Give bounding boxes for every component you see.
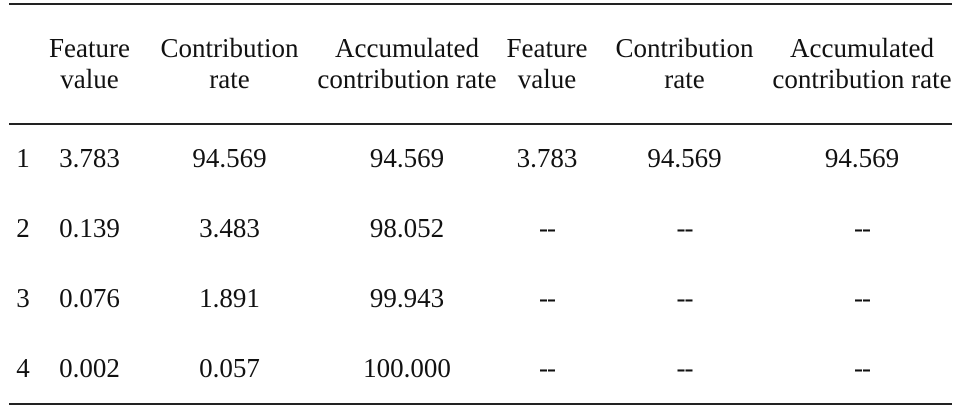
table-bottom-rule	[9, 403, 952, 405]
table-header-rule	[9, 123, 952, 125]
cell-accumulated-rate: 94.569	[369, 142, 445, 173]
cell-contribution-rate-2: 94.569	[647, 142, 722, 173]
table-top-rule	[9, 3, 952, 5]
header-accumulated-contribution-rate: Accumulated contribution rate	[317, 33, 497, 94]
header-accumulated-contribution-rate-2: Accumulated contribution rate	[772, 33, 952, 94]
cell-accumulated-rate: 100.000	[363, 352, 451, 383]
row-index: 2	[16, 212, 30, 243]
cell-accumulated-rate-2: --	[854, 282, 871, 313]
eigenvalue-table: Feature value Contribution rate Accumula…	[9, 5, 952, 403]
table-row: 3 0.076 1.891 99.943 -- -- --	[9, 263, 952, 333]
header-contribution-rate: Contribution rate	[160, 33, 299, 94]
cell-feature-value-2: 3.783	[516, 142, 578, 173]
header-feature-value: Feature value	[49, 33, 130, 94]
cell-feature-value: 0.002	[59, 352, 120, 383]
row-index: 1	[16, 142, 30, 173]
cell-contribution-rate: 0.057	[199, 352, 260, 383]
cell-accumulated-rate-2: --	[854, 212, 871, 243]
header-feature-value-2: Feature value	[506, 33, 588, 94]
row-index: 3	[16, 282, 30, 313]
header-contribution-rate-2: Contribution rate	[615, 33, 754, 94]
cell-contribution-rate-2: --	[676, 352, 694, 383]
cell-contribution-rate-2: --	[676, 212, 694, 243]
table-row: 1 3.783 94.569 94.569 3.783 94.569 94.56…	[9, 123, 952, 193]
cell-contribution-rate-2: --	[676, 282, 694, 313]
header-row: Feature value Contribution rate Accumula…	[9, 5, 952, 123]
cell-feature-value: 0.139	[59, 212, 120, 243]
cell-feature-value-2: --	[539, 212, 556, 243]
cell-feature-value-2: --	[539, 282, 556, 313]
table-row: 2 0.139 3.483 98.052 -- -- --	[9, 193, 952, 263]
row-index: 4	[16, 352, 30, 383]
cell-feature-value: 0.076	[59, 282, 120, 313]
cell-accumulated-rate-2: --	[854, 352, 871, 383]
cell-feature-value: 3.783	[59, 142, 120, 173]
table-row: 4 0.002 0.057 100.000 -- -- --	[9, 333, 952, 403]
cell-accumulated-rate: 99.943	[369, 282, 445, 313]
cell-contribution-rate: 1.891	[199, 282, 260, 313]
cell-feature-value-2: --	[539, 352, 556, 383]
cell-accumulated-rate-2: 94.569	[824, 142, 900, 173]
cell-contribution-rate: 94.569	[192, 142, 267, 173]
header-index	[9, 5, 37, 123]
cell-accumulated-rate: 98.052	[369, 212, 445, 243]
cell-contribution-rate: 3.483	[199, 212, 260, 243]
